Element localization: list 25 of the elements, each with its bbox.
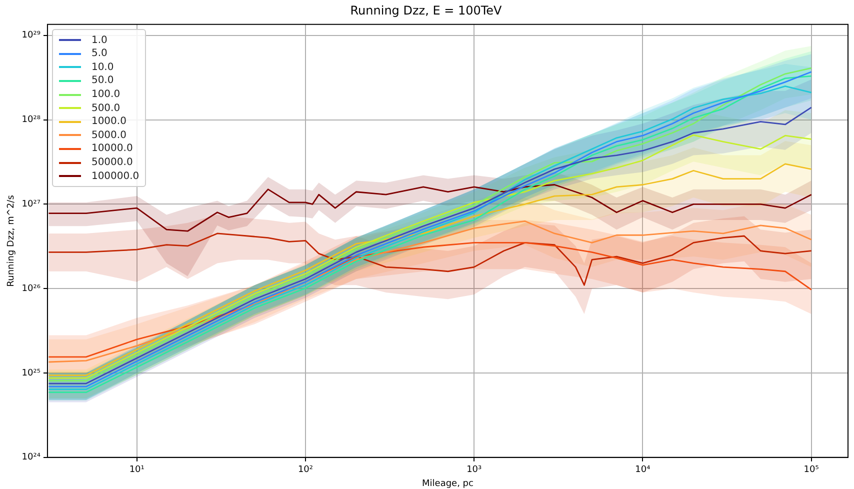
y-axis-title: Running Dzz, m^2/s bbox=[6, 194, 17, 287]
legend-label: 50000.0 bbox=[91, 157, 133, 168]
legend-label: 10.0 bbox=[91, 62, 114, 73]
chart-title: Running Dzz, E = 100TeV bbox=[350, 3, 503, 18]
legend-label: 5.0 bbox=[91, 48, 108, 60]
legend-label: 1000.0 bbox=[91, 116, 126, 128]
y-tick-label: 10²⁸ bbox=[22, 115, 41, 126]
x-tick-label: 10² bbox=[298, 465, 314, 476]
y-tick-label: 10²⁴ bbox=[22, 452, 41, 463]
y-tick-label: 10²⁵ bbox=[22, 368, 41, 378]
legend-label: 100.0 bbox=[91, 89, 120, 100]
legend-label: 100000.0 bbox=[91, 170, 140, 182]
y-tick-label: 10²⁷ bbox=[22, 200, 41, 210]
x-tick-label: 10³ bbox=[466, 465, 482, 476]
legend-label: 5000.0 bbox=[91, 130, 126, 141]
legend-label: 50.0 bbox=[91, 75, 114, 86]
x-tick-label: 10⁴ bbox=[635, 465, 651, 476]
legend-label: 10000.0 bbox=[91, 143, 133, 154]
legend-label: 500.0 bbox=[91, 102, 120, 114]
x-tick-label: 10⁵ bbox=[804, 465, 820, 476]
y-tick-label: 10²⁹ bbox=[22, 30, 41, 41]
x-axis-title: Mileage, pc bbox=[422, 478, 474, 489]
x-tick-label: 10¹ bbox=[129, 465, 145, 476]
y-tick-label: 10²⁶ bbox=[22, 284, 41, 294]
legend-label: 1.0 bbox=[91, 34, 108, 46]
